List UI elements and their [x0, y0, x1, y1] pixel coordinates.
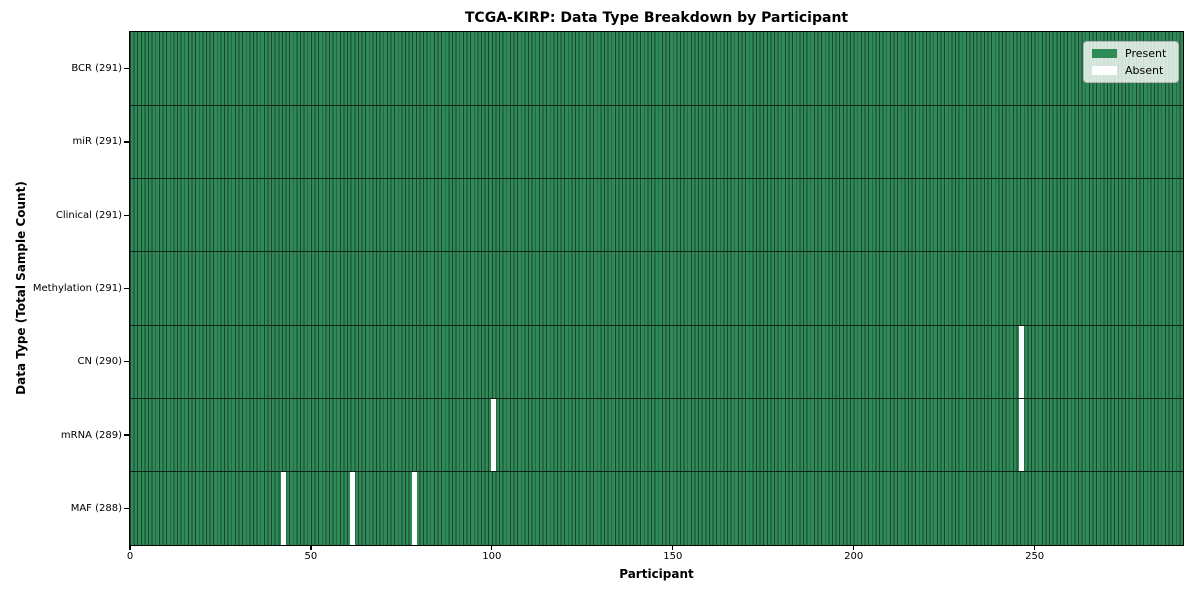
absent-gap-mRNA-100 [491, 398, 497, 472]
x-tick-mark [310, 546, 312, 550]
row-separator [130, 104, 1183, 106]
x-tick-mark [1034, 546, 1036, 550]
x-tick-label-150: 150 [663, 551, 683, 562]
y-tick-mark [124, 141, 129, 143]
row-MAF [130, 471, 1183, 545]
row-BCR [130, 32, 1183, 106]
y-tick-mark [124, 68, 129, 70]
y-tick-mark [124, 434, 129, 436]
absent-gap-MAF-61 [350, 471, 356, 545]
legend-label-absent: Absent [1125, 64, 1164, 77]
row-separator [130, 177, 1183, 180]
x-tick-mark [853, 546, 855, 550]
row-separator [130, 397, 1183, 400]
legend-swatch-absent-icon [1092, 66, 1117, 75]
row-Methylation [130, 251, 1183, 326]
x-tick-label-100: 100 [482, 551, 502, 562]
y-tick-label-Methylation: Methylation (291) [32, 283, 122, 294]
x-tick-label-0: 0 [126, 551, 134, 562]
row-mRNA [130, 398, 1183, 472]
y-tick-mark [124, 507, 129, 509]
x-tick-mark [672, 546, 674, 550]
row-separator [130, 324, 1183, 326]
row-Clinical [130, 178, 1183, 252]
y-tick-label-MAF: MAF (288) [70, 502, 122, 514]
chart-title: TCGA-KIRP: Data Type Breakdown by Partic… [464, 10, 849, 26]
y-tick-mark [124, 287, 129, 290]
y-tick-label-CN: CN (290) [77, 356, 122, 368]
x-tick-label-50: 50 [304, 551, 318, 562]
x-tick-mark [491, 546, 493, 550]
y-tick-mark [124, 361, 129, 363]
y-tick-label-Clinical: Clinical (291) [55, 209, 122, 221]
legend-label-present: Present [1125, 47, 1167, 60]
y-tick-label-mRNA: mRNA (289) [60, 429, 122, 441]
legend: Present Absent [1083, 41, 1180, 83]
row-CN [130, 325, 1183, 399]
x-axis-title: Participant [619, 567, 694, 581]
absent-gap-MAF-78 [411, 471, 417, 545]
row-separator [130, 471, 1183, 473]
absent-gap-MAF-42 [281, 471, 287, 545]
absent-gap-CN-246 [1019, 325, 1025, 399]
y-tick-label-BCR: BCR (291) [71, 63, 122, 75]
x-tick-mark [129, 546, 131, 550]
plot-area [130, 32, 1183, 545]
legend-item-present: Present [1092, 48, 1166, 59]
y-tick-mark [124, 214, 129, 216]
row-miR [130, 105, 1183, 179]
x-tick-label-250: 250 [1025, 551, 1045, 562]
x-tick-label-200: 200 [844, 551, 864, 562]
legend-item-absent: Absent [1092, 65, 1166, 76]
legend-swatch-present-icon [1092, 49, 1117, 58]
y-tick-label-miR: miR (291) [72, 136, 122, 148]
row-separator [130, 251, 1183, 253]
absent-gap-mRNA-246 [1019, 398, 1025, 472]
